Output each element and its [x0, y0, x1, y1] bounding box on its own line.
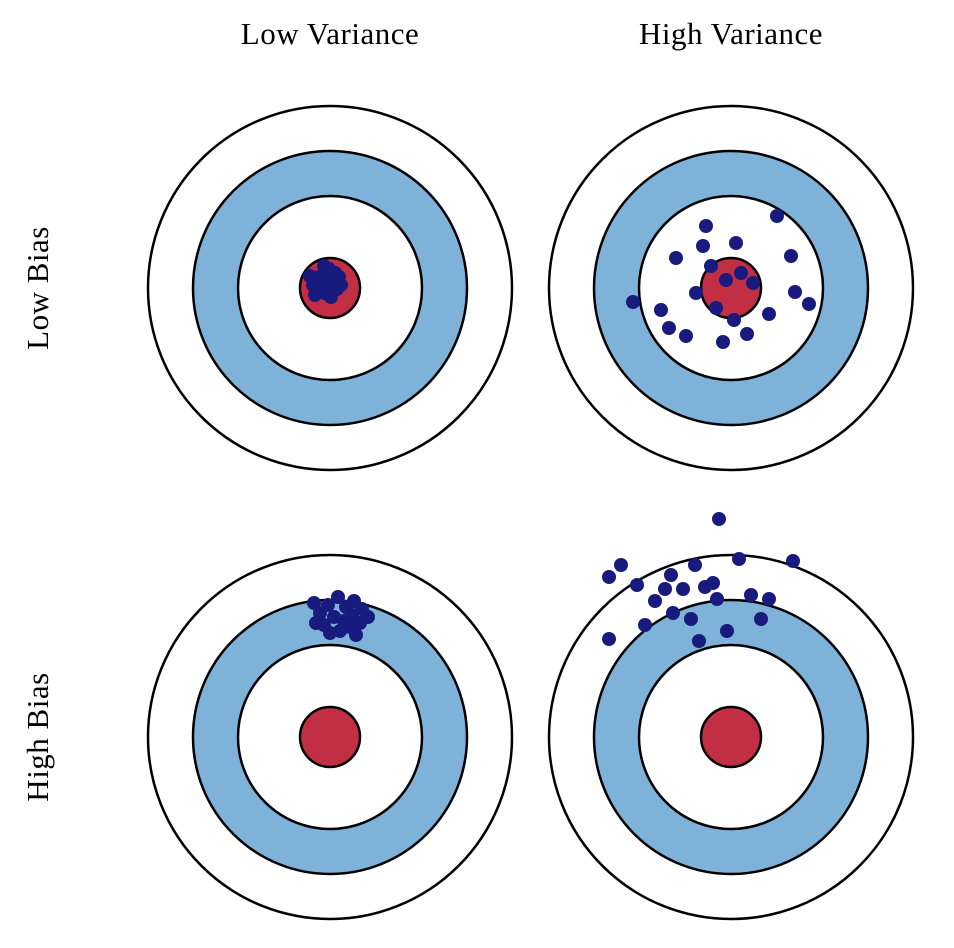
prediction-dot — [309, 616, 323, 630]
prediction-dot — [303, 269, 317, 283]
prediction-dot — [699, 219, 713, 233]
prediction-dot — [786, 554, 800, 568]
prediction-dot — [666, 606, 680, 620]
prediction-dot — [710, 592, 724, 606]
prediction-dot — [696, 239, 710, 253]
prediction-dot — [638, 618, 652, 632]
prediction-dot — [729, 236, 743, 250]
prediction-dot — [716, 335, 730, 349]
prediction-dot — [676, 582, 690, 596]
prediction-dot — [732, 552, 746, 566]
prediction-dot — [788, 285, 802, 299]
prediction-dot — [712, 512, 726, 526]
prediction-dot — [770, 209, 784, 223]
target-ring — [699, 705, 763, 769]
prediction-dot — [361, 610, 375, 624]
prediction-dot — [602, 632, 616, 646]
target-ring — [298, 705, 362, 769]
prediction-dot — [762, 307, 776, 321]
prediction-dot — [308, 288, 322, 302]
prediction-dot — [602, 570, 616, 584]
prediction-dot — [679, 329, 693, 343]
prediction-dot — [692, 634, 706, 648]
target-low-bias-low-variance — [146, 104, 514, 472]
target-low-bias-high-variance — [547, 104, 915, 472]
prediction-dot — [734, 266, 748, 280]
prediction-dot — [334, 278, 348, 292]
prediction-dot — [614, 558, 628, 572]
prediction-dot — [630, 578, 644, 592]
prediction-dot — [709, 301, 723, 315]
prediction-dot — [762, 592, 776, 606]
prediction-dot — [746, 276, 760, 290]
column-label-low-variance: Low Variance — [240, 16, 420, 51]
prediction-dot — [727, 313, 741, 327]
prediction-dot — [307, 596, 321, 610]
prediction-dot — [349, 628, 363, 642]
prediction-dot — [654, 303, 668, 317]
prediction-dot — [704, 259, 718, 273]
prediction-dot — [688, 558, 702, 572]
prediction-dot — [317, 259, 331, 273]
target-high-bias-high-variance — [547, 512, 915, 921]
prediction-dot — [740, 327, 754, 341]
prediction-dot — [802, 297, 816, 311]
prediction-dot — [669, 251, 683, 265]
prediction-dot — [784, 249, 798, 263]
prediction-dot — [720, 624, 734, 638]
column-label-high-variance: High Variance — [638, 16, 824, 51]
prediction-dot — [689, 286, 703, 300]
prediction-dot — [662, 321, 676, 335]
target-high-bias-low-variance — [146, 553, 514, 921]
prediction-dot — [331, 590, 345, 604]
prediction-dot — [684, 612, 698, 626]
prediction-dot — [648, 594, 662, 608]
prediction-dot — [664, 568, 678, 582]
prediction-dot — [626, 295, 640, 309]
prediction-dot — [706, 576, 720, 590]
prediction-dot — [658, 582, 672, 596]
prediction-dot — [744, 588, 758, 602]
prediction-dot — [719, 273, 733, 287]
prediction-dot — [754, 612, 768, 626]
